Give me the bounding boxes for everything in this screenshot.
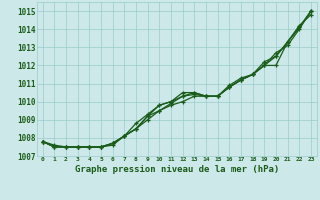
X-axis label: Graphe pression niveau de la mer (hPa): Graphe pression niveau de la mer (hPa) bbox=[75, 165, 279, 174]
